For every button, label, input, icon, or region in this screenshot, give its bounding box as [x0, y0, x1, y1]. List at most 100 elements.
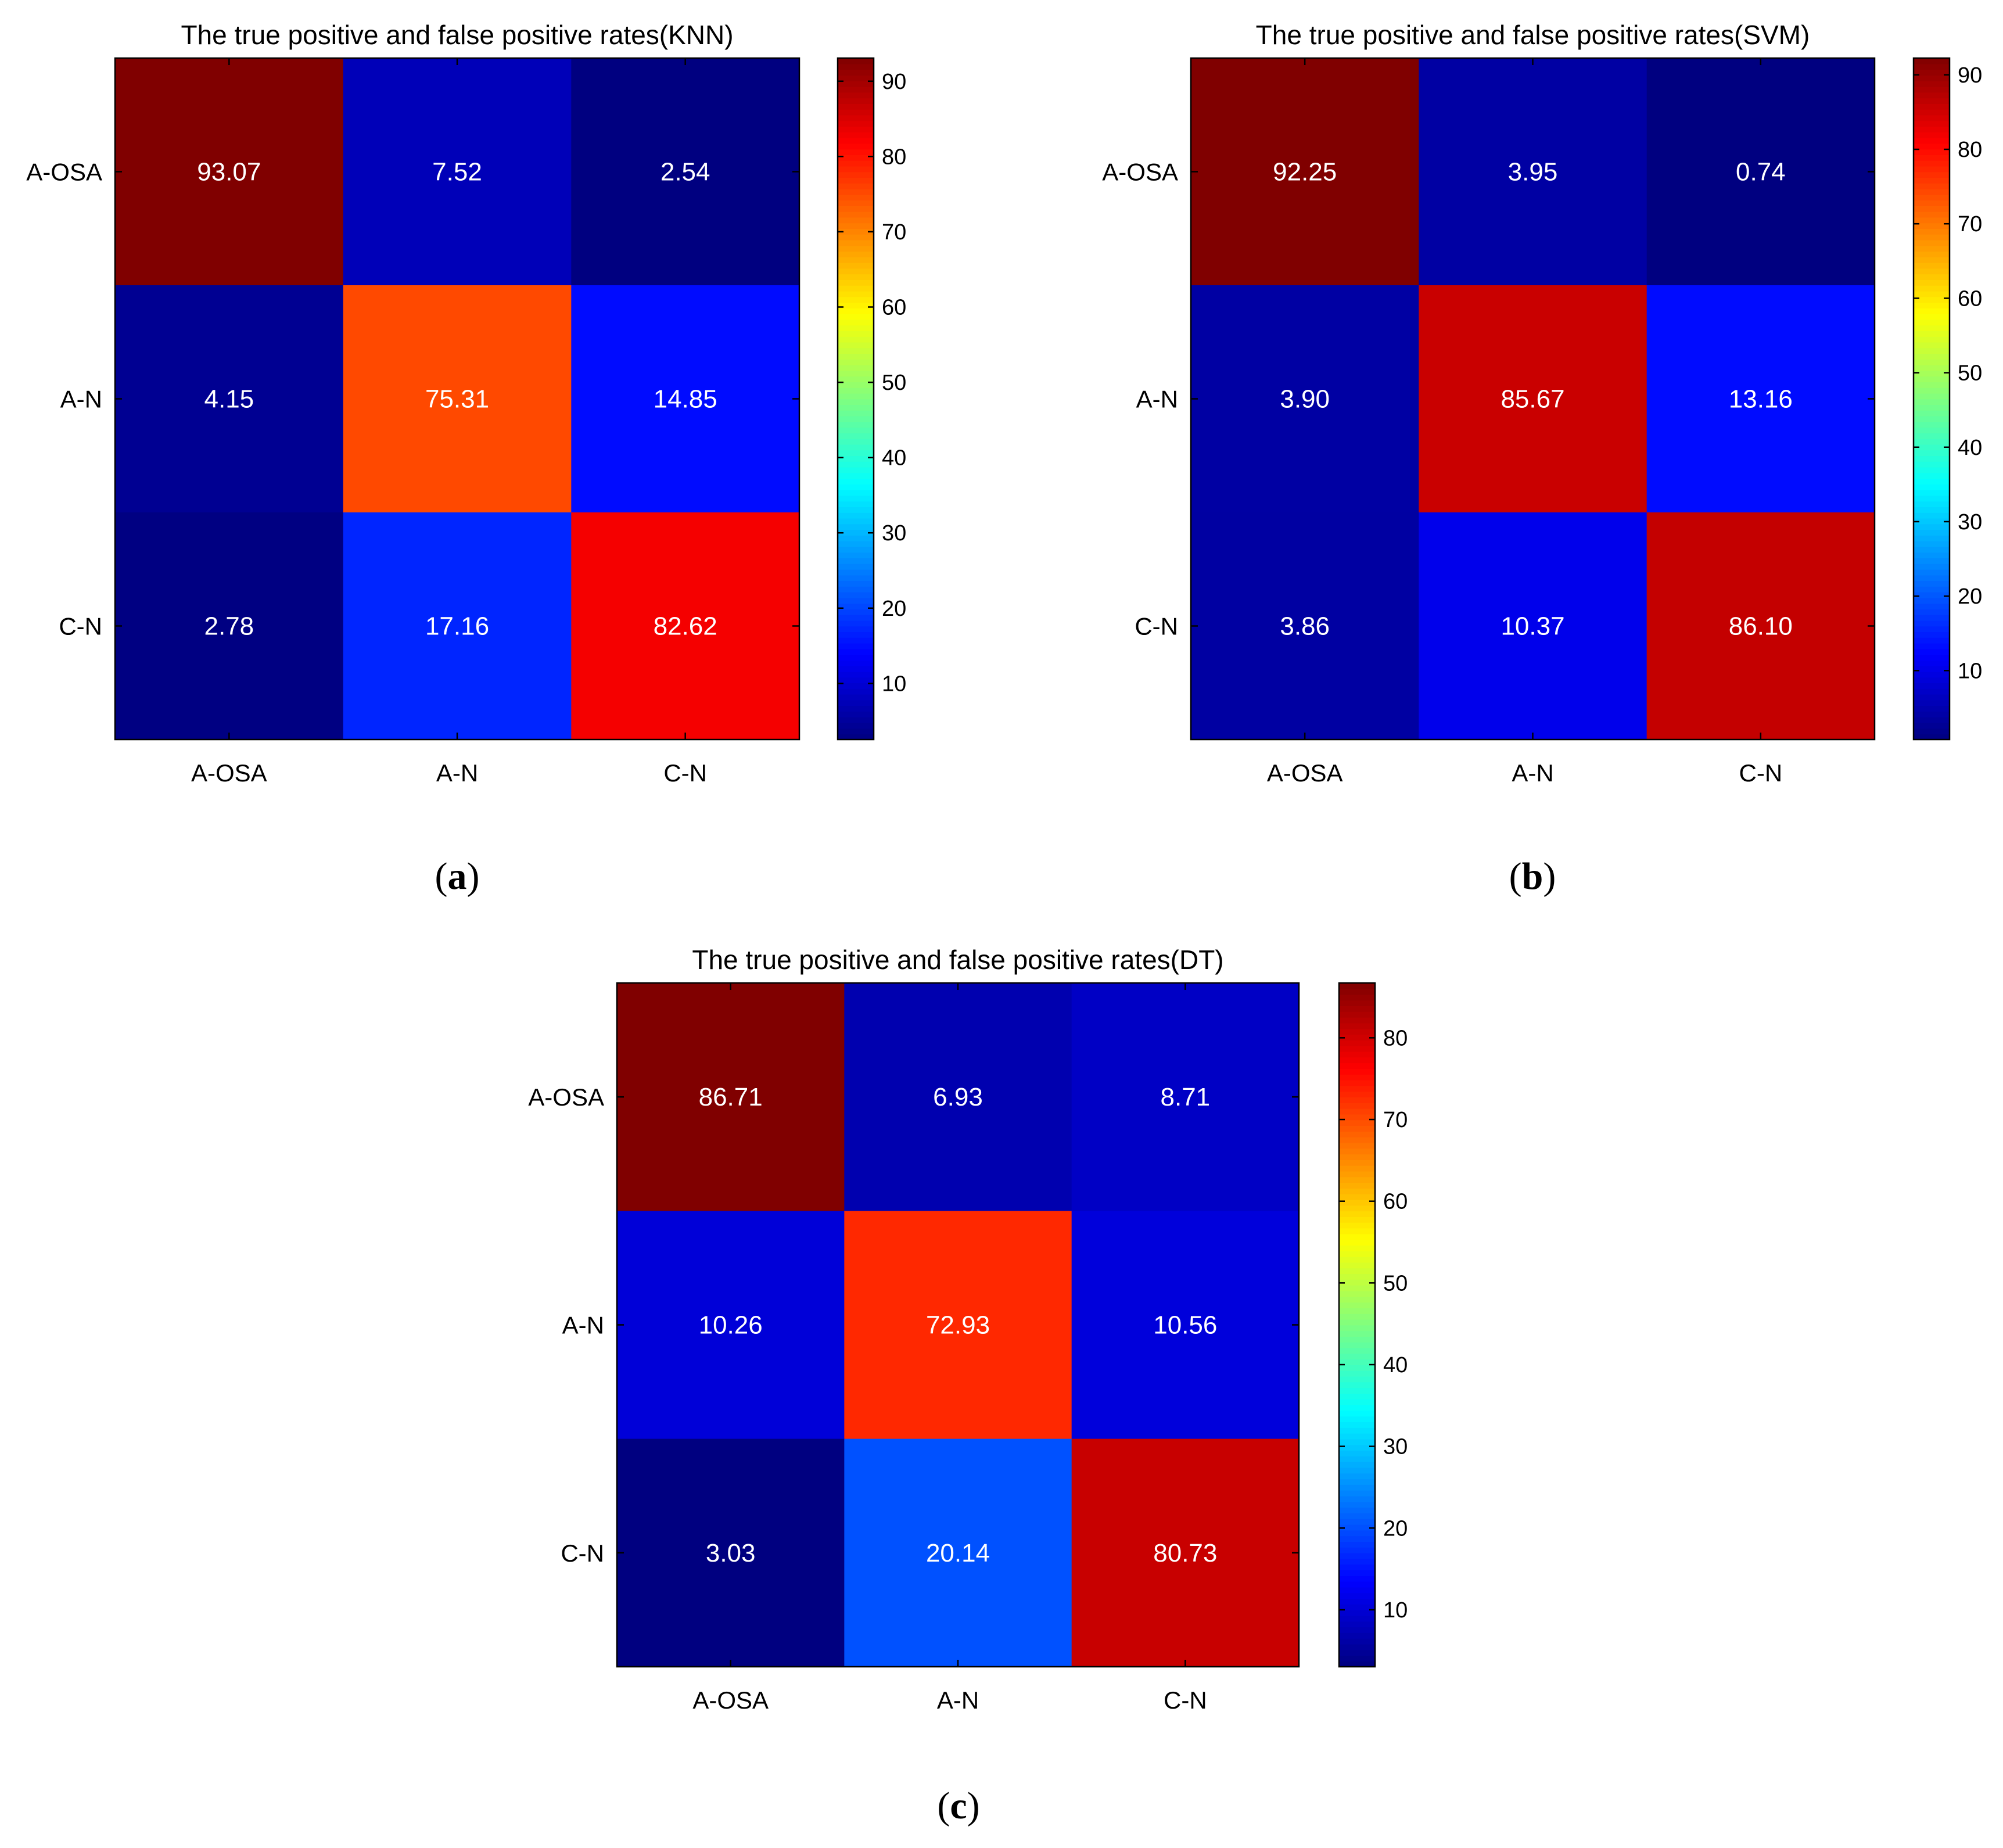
colorbar-segment: [1914, 529, 1950, 536]
colorbar-segment: [838, 614, 874, 621]
colorbar-segment: [1339, 1410, 1375, 1417]
colorbar-segment: [838, 410, 874, 417]
colorbar-segment: [838, 285, 874, 292]
colorbar-segment: [838, 461, 874, 468]
colorbar-segment: [1339, 1102, 1375, 1109]
colorbar-segment: [838, 313, 874, 320]
heatmap-cell: [617, 1438, 845, 1667]
colorbar-segment: [1914, 149, 1950, 155]
colorbar-segment: [1339, 1376, 1375, 1383]
colorbar-segment: [838, 438, 874, 445]
colorbar-segment: [838, 234, 874, 241]
y-tick-label: A-OSA: [26, 159, 102, 186]
colorbar-segment: [838, 591, 874, 598]
colorbar-segment: [838, 143, 874, 150]
colorbar-segment: [838, 103, 874, 110]
colorbar-segment: [1914, 285, 1950, 292]
colorbar-segment: [838, 382, 874, 388]
colorbar-tick-label: 90: [882, 70, 906, 94]
colorbar-segment: [838, 223, 874, 229]
colorbar-segment: [838, 654, 874, 661]
heatmap-cell: [1419, 512, 1647, 740]
heatmap-cell: [571, 285, 800, 513]
y-tick-label: A-N: [562, 1312, 604, 1339]
colorbar-segment: [838, 194, 874, 201]
colorbar-segment: [838, 734, 874, 740]
colorbar-tick-label: 10: [1958, 659, 1982, 683]
colorbar-segment: [838, 484, 874, 490]
colorbar-segment: [1339, 1518, 1375, 1525]
colorbar-tick-label: 10: [1383, 1598, 1408, 1623]
colorbar-segment: [1914, 132, 1950, 138]
colorbar-segment: [1339, 1079, 1375, 1086]
y-tick-label: A-OSA: [528, 1083, 604, 1111]
colorbar-segment: [1339, 1245, 1375, 1251]
colorbar-segment: [1339, 1051, 1375, 1058]
colorbar-segment: [1339, 1644, 1375, 1650]
colorbar-segment: [1914, 495, 1950, 502]
colorbar-segment: [838, 705, 874, 712]
colorbar-segment: [838, 86, 874, 93]
colorbar-segment: [1914, 404, 1950, 411]
colorbar-segment: [1914, 467, 1950, 473]
colorbar-segment: [1914, 137, 1950, 144]
colorbar-segment: [1914, 716, 1950, 723]
colorbar-segment: [838, 399, 874, 406]
colorbar-segment: [1914, 455, 1950, 462]
colorbar-segment: [838, 716, 874, 723]
colorbar-segment: [1914, 223, 1950, 229]
y-tick-label: A-N: [60, 386, 102, 413]
colorbar-segment: [1914, 614, 1950, 621]
colorbar-segment: [1339, 1507, 1375, 1513]
colorbar-segment: [1914, 597, 1950, 604]
colorbar-segment: [838, 251, 874, 257]
cell-value-label: 20.14: [926, 1539, 990, 1567]
colorbar-segment: [1339, 1006, 1375, 1012]
colorbar-tick-label: 80: [1958, 138, 1982, 162]
colorbar-segment: [1914, 245, 1950, 252]
colorbar-segment: [1914, 268, 1950, 275]
colorbar-segment: [1339, 1444, 1375, 1451]
colorbar-segment: [1339, 1279, 1375, 1286]
colorbar-segment: [1339, 1621, 1375, 1628]
colorbar-tick-label: 40: [1958, 436, 1982, 460]
colorbar-segment: [1914, 728, 1950, 735]
colorbar-segment: [1914, 609, 1950, 615]
colorbar-segment: [1914, 239, 1950, 246]
colorbar-segment: [1339, 1308, 1375, 1314]
colorbar-segment: [1339, 1040, 1375, 1046]
colorbar-segment: [1914, 558, 1950, 564]
colorbar-segment: [1339, 1154, 1375, 1160]
colorbar-segment: [1914, 523, 1950, 530]
colorbar-segment: [1339, 1319, 1375, 1326]
colorbar-segment: [838, 290, 874, 297]
colorbar-segment: [1914, 699, 1950, 706]
cell-value-label: 3.90: [1280, 385, 1330, 414]
colorbar-segment: [1339, 1370, 1375, 1377]
colorbar-segment: [1914, 234, 1950, 241]
colorbar-segment: [838, 331, 874, 337]
colorbar-segment: [1914, 177, 1950, 184]
colorbar-segment: [1914, 393, 1950, 400]
colorbar-segment: [838, 155, 874, 161]
colorbar-segment: [838, 597, 874, 604]
colorbar-segment: [1339, 1416, 1375, 1423]
heatmap-panel-a: The true positive and false positive rat…: [26, 20, 906, 898]
colorbar-segment: [1914, 722, 1950, 729]
chart-title: The true positive and false positive rat…: [1256, 20, 1810, 50]
colorbar-segment: [1914, 342, 1950, 349]
colorbar-segment: [1339, 1217, 1375, 1223]
heatmap-cell: [343, 512, 572, 740]
heatmap-panel-b: The true positive and false positive rat…: [1102, 20, 1982, 898]
panel-label: (b): [1509, 855, 1556, 898]
x-tick-label: A-N: [436, 759, 478, 787]
cell-value-label: 93.07: [197, 158, 261, 186]
colorbar-segment: [1339, 1085, 1375, 1092]
colorbar-segment: [1339, 1347, 1375, 1354]
colorbar-segment: [1339, 1239, 1375, 1246]
colorbar-segment: [1914, 290, 1950, 297]
colorbar-segment: [1914, 433, 1950, 439]
colorbar-segment: [1914, 688, 1950, 695]
colorbar-segment: [1914, 535, 1950, 541]
colorbar-segment: [838, 257, 874, 263]
